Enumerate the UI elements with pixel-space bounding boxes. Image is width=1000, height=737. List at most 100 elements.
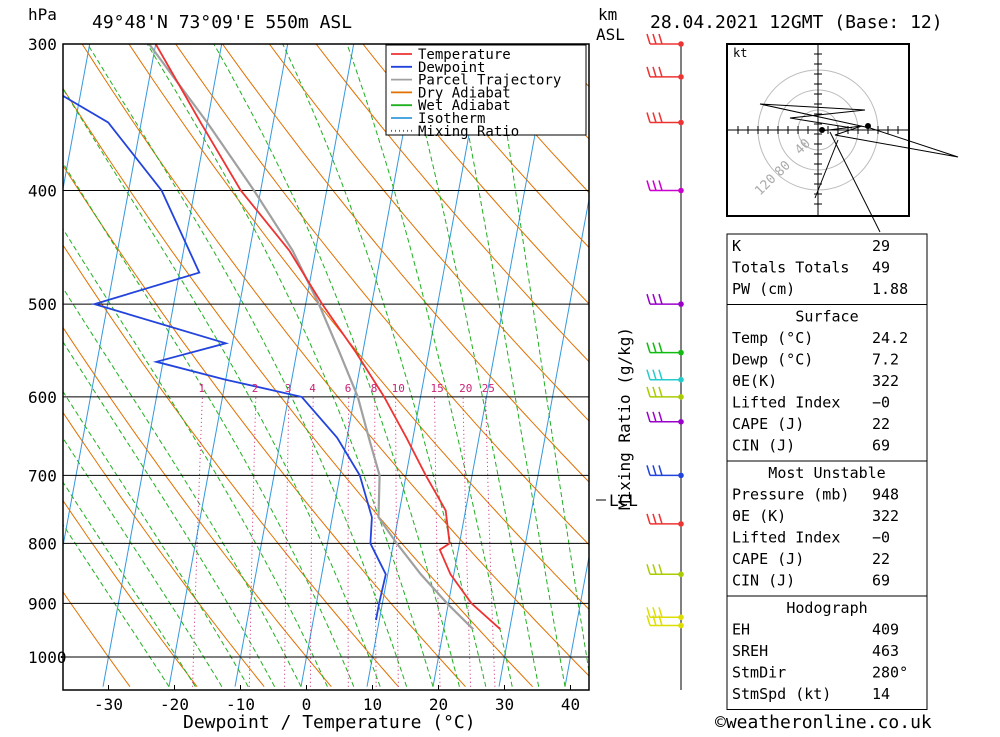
table-row-label: CIN (J) [732, 437, 795, 455]
table-row-value: 280° [872, 664, 908, 682]
wet-adiabat-line [63, 87, 381, 687]
wind-level-dot [678, 187, 684, 194]
mixing-ratio-line [485, 396, 496, 687]
pressure-tick-label: 700 [28, 466, 57, 485]
wind-barbs [646, 33, 684, 629]
mixing-ratio-label: 10 [392, 382, 405, 395]
wet-adiabat-line [450, 44, 566, 687]
hodograph-box [726, 595, 928, 710]
wet-adiabat-line [63, 228, 328, 687]
legend-entry: Temperature [418, 47, 511, 63]
isotherm-line [63, 44, 91, 192]
mixing-ratio-label: 15 [431, 382, 444, 395]
table-row-value: 29 [872, 237, 890, 255]
hodograph-storm-dot [819, 127, 825, 133]
table-row-value: 49 [872, 259, 890, 277]
dry-adiabat-line [175, 44, 589, 546]
dry-adiabat-line [63, 411, 265, 688]
wet-adiabat-line [346, 44, 513, 687]
wind-barb [646, 564, 684, 578]
table-row-value: 322 [872, 372, 899, 390]
mixing-ratio-label: 3 [285, 382, 292, 395]
isotherm-line [300, 44, 421, 687]
wind-level-dot [678, 301, 684, 307]
mixing-ratio-label: 2 [252, 382, 259, 395]
wind-barb [646, 411, 684, 425]
wet-adiabat-line [63, 437, 223, 687]
x-tick-label: 10 [363, 695, 382, 714]
copyright: ©weatheronline.co.uk [715, 712, 932, 733]
wind-level-dot [678, 119, 684, 126]
dry-adiabat-line [409, 44, 589, 249]
km-label: km [598, 5, 617, 24]
dry-adiabat-line [63, 87, 533, 688]
lcl-label: LCL [609, 491, 638, 510]
table-row-label: CAPE (J) [732, 415, 804, 433]
isotherm-line [63, 44, 157, 549]
mixing-ratio-line [248, 396, 257, 687]
x-tick-label: 0 [302, 695, 312, 714]
mixing-ratio-line [309, 396, 314, 687]
x-tick-label: -10 [226, 695, 255, 714]
isotherm-line [102, 44, 223, 687]
table-row-value: 7.2 [872, 351, 899, 369]
table-row-value: 24.2 [872, 329, 908, 347]
table-row-label: θE(K) [732, 372, 777, 390]
indices-top-box [726, 233, 928, 305]
wind-barb [646, 66, 684, 80]
table-row-value: 409 [872, 621, 899, 639]
table-row-value: 22 [872, 415, 890, 433]
wind-barb [646, 465, 684, 479]
table-row-label: K [732, 237, 741, 255]
wind-level-dot [678, 349, 684, 356]
mixing-ratio-label: 1 [198, 382, 205, 395]
wind-barb [646, 180, 684, 194]
table-row-label: CIN (J) [732, 572, 795, 590]
table-row-label: Pressure (mb) [732, 486, 849, 504]
wet-adiabat-line [86, 44, 408, 687]
wind-level-dot [678, 614, 684, 621]
table-row-label: StmSpd (kt) [732, 685, 831, 703]
table-row-value: 14 [872, 685, 890, 703]
wet-adiabat-line [63, 287, 302, 687]
asl-label: ASL [596, 25, 625, 44]
legend-entry: Mixing Ratio [418, 124, 519, 140]
table-row-value: 69 [872, 572, 890, 590]
indices-table: K 29 Totals Totals 49 PW (cm) 1.88 Surface Temp… [726, 233, 928, 710]
dry-adiabat-line [63, 326, 332, 688]
table-row-label: Temp (°C) [732, 329, 813, 347]
location-title: 49°48'N 73°09'E 550m ASL [92, 12, 352, 33]
table-row-label: StmDir [732, 664, 786, 682]
dry-adiabat-line [81, 44, 589, 677]
x-tick-label: -20 [160, 695, 189, 714]
table-row-label: SREH [732, 642, 768, 660]
table-row-value: −0 [872, 394, 890, 412]
dry-adiabat-line [128, 44, 589, 611]
wet-adiabat-line [282, 44, 487, 687]
pressure-tick-label: 400 [28, 182, 57, 201]
table-row-value: 322 [872, 507, 899, 525]
mixing-ratio-line [192, 396, 203, 687]
temperature-line [154, 44, 502, 630]
wind-barb [646, 369, 684, 383]
isotherm-line [168, 44, 289, 687]
wind-level-dot [678, 472, 684, 479]
mixing-ratio-line [462, 396, 472, 687]
wet-adiabat-line [402, 44, 540, 687]
dry-adiabat-line [63, 499, 198, 688]
hodograph-kt-label: kt [733, 46, 747, 60]
pressure-tick-label: 600 [28, 388, 57, 407]
mixing-ratio-label: 8 [371, 382, 378, 395]
table-row-label: Totals Totals [732, 259, 849, 277]
most-unstable-box [726, 460, 928, 597]
wind-barb [646, 513, 684, 527]
pressure-tick-label: 500 [28, 295, 57, 314]
wind-level-dot [678, 571, 684, 578]
wind-barb [646, 615, 684, 629]
pressure-tick-label: 1000 [28, 648, 67, 667]
wind-barb [646, 293, 684, 307]
x-tick-label: -30 [94, 695, 123, 714]
table-row-value: 22 [872, 550, 890, 568]
